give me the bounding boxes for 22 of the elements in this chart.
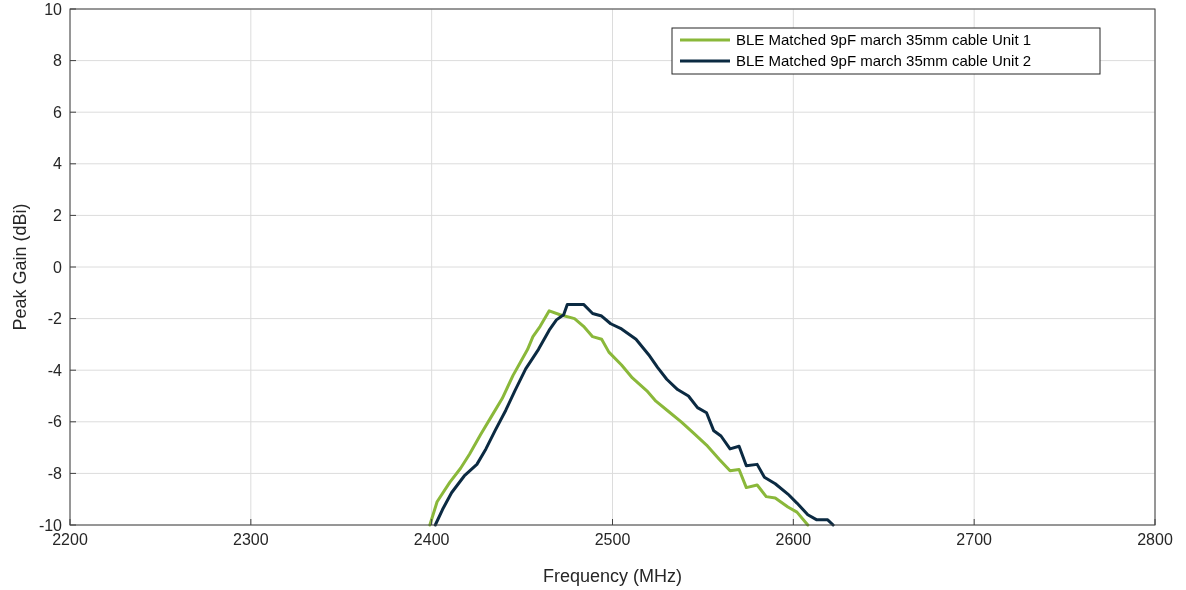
x-tick-label: 2700 <box>956 531 993 548</box>
y-tick-label: -10 <box>38 516 63 534</box>
y-tick-label: 6 <box>53 103 63 121</box>
y-axis-title: Peak Gain (dBi) <box>10 203 30 331</box>
y-tick-label: 0 <box>53 258 63 276</box>
y-tick-label: -8 <box>47 465 63 482</box>
y-tick-label: 8 <box>53 52 63 70</box>
legend-label: BLE Matched 9pF march 35mm cable Unit 2 <box>736 52 1032 70</box>
x-tick-label: 2500 <box>594 531 631 548</box>
legend-label: BLE Matched 9pF march 35mm cable Unit 1 <box>736 31 1032 49</box>
y-tick-label: -4 <box>47 361 63 379</box>
y-tick-label: 2 <box>53 207 63 224</box>
x-tick-label: 2300 <box>233 531 269 548</box>
y-tick-label: 10 <box>44 0 63 18</box>
x-tick-label: 2800 <box>1137 531 1173 548</box>
x-axis-title: Frequency (MHz) <box>542 566 683 586</box>
y-tick-label: 4 <box>53 155 63 173</box>
x-tick-label: 2600 <box>775 531 812 548</box>
x-tick-label: 2200 <box>52 531 88 548</box>
x-tick-label: 2400 <box>413 531 450 548</box>
y-tick-label: -2 <box>47 310 63 328</box>
y-tick-label: -6 <box>47 413 63 431</box>
